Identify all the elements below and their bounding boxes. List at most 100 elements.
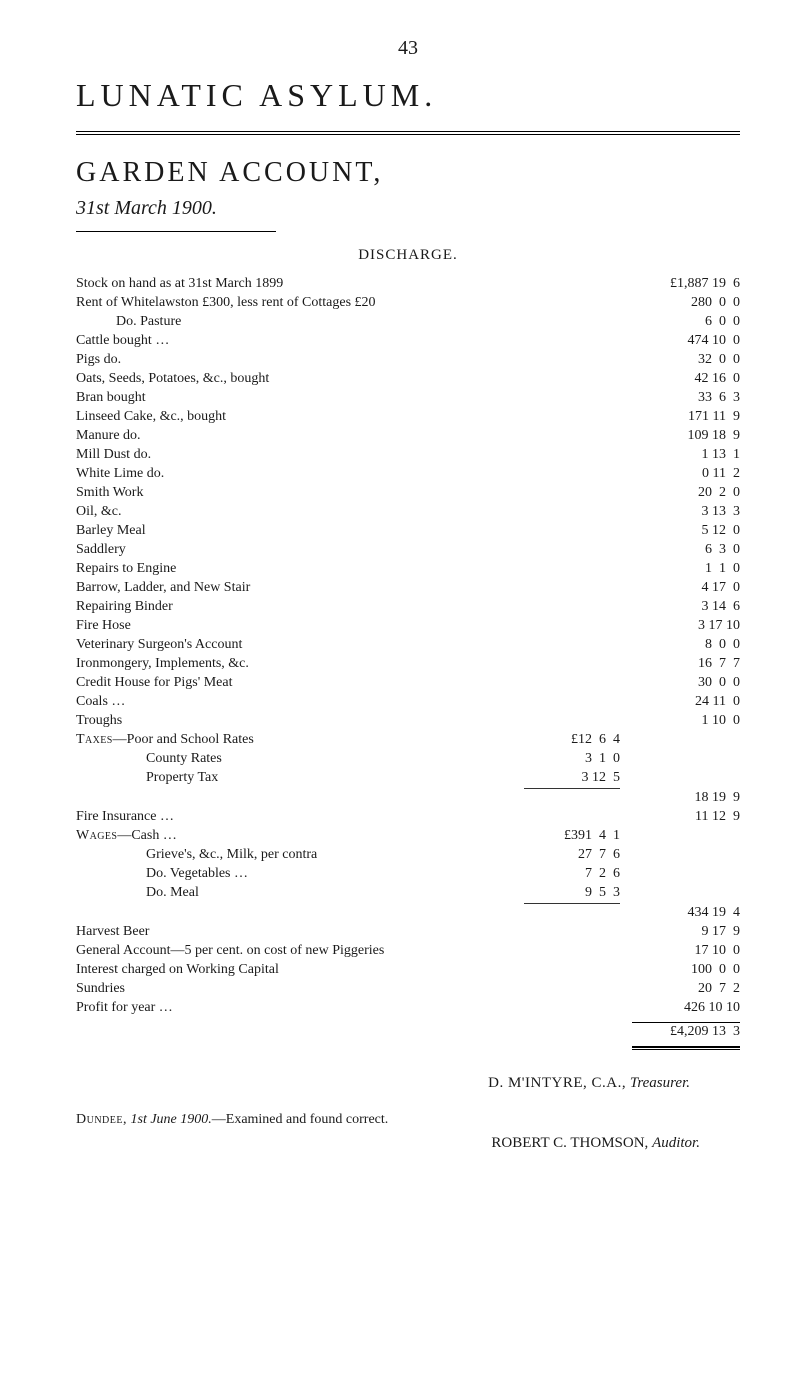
ledger-amount: 0 11 2 [620,465,740,483]
ledger-subamount: £391 4 1 [524,827,620,845]
ledger-desc: Barley Meal [76,522,524,540]
ledger-row: Bran bought33 6 3 [76,389,740,408]
main-title: LUNATIC ASYLUM. [76,75,740,115]
ledger-row: Taxes—Poor and School Rates£12 6 4 [76,731,740,750]
ledger-row: Saddlery 6 3 0 [76,541,740,560]
ledger-amount: 30 0 0 [620,674,740,692]
ledger-desc: Cattle bought … [76,332,524,350]
grand-total: £4,209 13 3 [620,1023,740,1041]
ledger-desc: Stock on hand as at 31st March 1899 [76,275,524,293]
ledger-row: Do. Meal9 5 3 [76,884,740,903]
ledger-desc: Linseed Cake, &c., bought [76,408,524,426]
ledger-desc: Saddlery [76,541,524,559]
ledger-desc: Property Tax [76,769,524,787]
ledger-amount: 171 11 9 [620,408,740,426]
ledger-amount: 1 1 0 [620,560,740,578]
ledger-amount: 9 17 9 [620,923,740,941]
ledger-row: Ironmongery, Implements, &c. 16 7 7 [76,655,740,674]
ledger-amount: 6 0 0 [620,313,740,331]
ledger-amount: 18 19 9 [620,789,740,807]
auditor-line: ROBERT C. THOMSON, Auditor. [76,1134,740,1153]
ledger-desc: Mill Dust do. [76,446,524,464]
ledger-desc: Wages—Cash … [76,827,524,845]
ledger-row: Grieve's, &c., Milk, per contra27 7 6 [76,846,740,865]
ledger-subamount: 3 12 5 [524,769,620,787]
auditor-name: ROBERT C. THOMSON, [491,1135,648,1151]
ledger-row: Property Tax3 12 5 [76,769,740,788]
ledger-amount: 16 7 7 [620,655,740,673]
ledger-desc: Interest charged on Working Capital [76,961,524,979]
ledger-subamount: 3 1 0 [524,750,620,768]
ledger-amount: 3 13 3 [620,503,740,521]
ledger-desc: Profit for year … [76,999,524,1017]
date-rule [76,231,276,232]
ledger-subamount: £12 6 4 [524,731,620,749]
ledger-row: Credit House for Pigs' Meat30 0 0 [76,674,740,693]
ledger-amount: 24 11 0 [620,693,740,711]
examined-line: Dundee, 1st June 1900.—Examined and foun… [76,1111,740,1129]
garden-account-title: GARDEN ACCOUNT, [76,155,740,190]
ledger-row: Barley Meal5 12 0 [76,522,740,541]
ledger-desc: Sundries [76,980,524,998]
ledger-row: White Lime do.0 11 2 [76,465,740,484]
treasurer-name: D. M'INTYRE, C.A., [488,1075,626,1091]
ledger-row: Manure do.109 18 9 [76,427,740,446]
page-number: 43 [76,36,740,61]
ledger-desc: Troughs [76,712,524,730]
ledger-desc: Harvest Beer [76,923,524,941]
ledger-row: Oats, Seeds, Potatoes, &c., bought42 16 … [76,370,740,389]
ledger-row: Cattle bought … 474 10 0 [76,332,740,351]
ledger-row: Do. Pasture 6 0 0 [76,313,740,332]
discharge-heading: DISCHARGE. [76,246,740,265]
ledger-row: Fire Insurance …11 12 9 [76,808,740,827]
ledger-row: Stock on hand as at 31st March 1899£1,88… [76,275,740,294]
ledger-row: General Account—5 per cent. on cost of n… [76,942,740,961]
ledger-row: Fire Hose3 17 10 [76,617,740,636]
ledger-amount: 17 10 0 [620,942,740,960]
ledger-amount: 32 0 0 [620,351,740,369]
ledger-row: Oil, &c. 3 13 3 [76,503,740,522]
ledger-desc: Repairing Binder [76,598,524,616]
ledger-desc: Do. Pasture [76,313,524,331]
treasurer-role: Treasurer. [630,1075,690,1091]
title-rule [76,131,740,135]
ledger-row: Repairs to Engine 1 1 0 [76,560,740,579]
ledger-desc: Repairs to Engine [76,560,524,578]
ledger-subamount: 7 2 6 [524,865,620,883]
ledger-desc: Pigs do. [76,351,524,369]
ledger-amount: 1 10 0 [620,712,740,730]
ledger-desc: Veterinary Surgeon's Account [76,636,524,654]
ledger-desc: Oats, Seeds, Potatoes, &c., bought [76,370,524,388]
ledger-row: Troughs 1 10 0 [76,712,740,731]
ledger-row: Wages—Cash …£391 4 1 [76,827,740,846]
ledger-row: Coals … 24 11 0 [76,693,740,712]
ledger-desc: Barrow, Ladder, and New Stair [76,579,524,597]
ledger-desc: Bran bought [76,389,524,407]
ledger-amount: 6 3 0 [620,541,740,559]
ledger-desc: County Rates [76,750,524,768]
ledger-row: Sundries20 7 2 [76,980,740,999]
examined-date: 1st June 1900. [131,1112,212,1127]
ledger-desc: Do. Meal [76,884,524,902]
ledger-desc: Ironmongery, Implements, &c. [76,655,524,673]
ledger-row: County Rates3 1 0 [76,750,740,769]
ledger-desc: Rent of Whitelawston £300, less rent of … [76,294,524,312]
ledger-amount: 280 0 0 [620,294,740,312]
ledger-subamount: 9 5 3 [524,884,620,902]
ledger-desc: Oil, &c. [76,503,524,521]
ledger-row: Rent of Whitelawston £300, less rent of … [76,294,740,313]
grand-total-row: £4,209 13 3 [76,1023,740,1042]
ledger-amount: 474 10 0 [620,332,740,350]
ledger-desc: Manure do. [76,427,524,445]
ledger-subamount: 27 7 6 [524,846,620,864]
ledger-desc: General Account—5 per cent. on cost of n… [76,942,524,960]
ledger-row: Harvest Beer 9 17 9 [76,923,740,942]
ledger-row: Veterinary Surgeon's Account8 0 0 [76,636,740,655]
ledger-desc: Taxes—Poor and School Rates [76,731,524,749]
ledger-row: Profit for year … 426 10 10 [76,999,740,1018]
ledger-row: 18 19 9 [76,789,740,808]
ledger-amount: 20 2 0 [620,484,740,502]
ledger-amount: 426 10 10 [620,999,740,1017]
ledger-amount: 1 13 1 [620,446,740,464]
ledger-desc: Coals … [76,693,524,711]
